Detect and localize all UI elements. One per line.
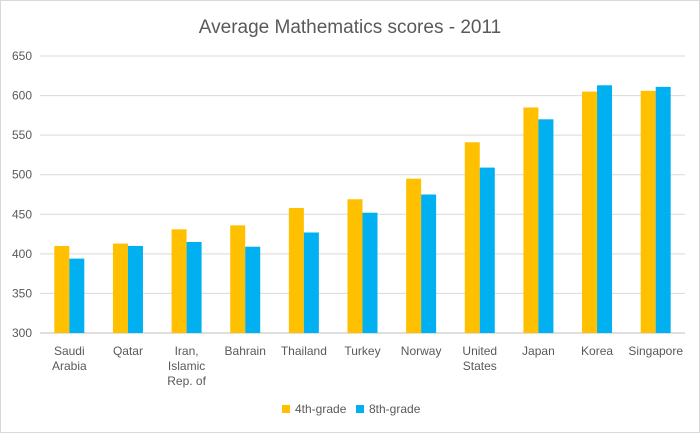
bar-4th-grade-9 bbox=[582, 91, 598, 333]
bar-4th-grade-2 bbox=[171, 229, 187, 333]
bar-8th-grade-5 bbox=[362, 212, 378, 333]
y-tick-label: 600 bbox=[12, 89, 32, 103]
y-tick-label: 400 bbox=[12, 247, 32, 261]
x-tick-label: Norway bbox=[401, 344, 442, 358]
y-tick-label: 500 bbox=[12, 168, 32, 182]
bar-4th-grade-7 bbox=[464, 142, 480, 333]
y-tick-label: 550 bbox=[12, 128, 32, 142]
chart-title: Average Mathematics scores - 2011 bbox=[199, 17, 501, 38]
bar-4th-grade-1 bbox=[112, 243, 128, 333]
x-axis: Saudi Arabia Qatar Iran, Islamic Rep. of Bahra… bbox=[52, 344, 683, 388]
bar-4th-grade-8 bbox=[523, 107, 539, 333]
x-tick-label: Japan bbox=[522, 344, 555, 358]
legend: 4th-grade 8th-grade bbox=[282, 402, 421, 416]
x-tick-label: Thailand bbox=[281, 344, 327, 358]
y-tick-label: 350 bbox=[12, 286, 32, 300]
y-axis: 300 350 400 450 500 550 600 650 bbox=[12, 49, 32, 340]
bar-4th-grade-0 bbox=[54, 245, 70, 333]
x-tick-label: Iran, Islamic Rep. of bbox=[167, 344, 206, 388]
bar-4th-grade-10 bbox=[640, 90, 656, 333]
bar-4th-grade-6 bbox=[406, 178, 422, 333]
bar-8th-grade-9 bbox=[597, 85, 613, 333]
bar-4th-grade-5 bbox=[347, 199, 363, 333]
x-tick-label: Saudi Arabia bbox=[52, 344, 87, 373]
gridlines bbox=[40, 55, 685, 334]
bar-8th-grade-4 bbox=[303, 232, 319, 333]
bar-8th-grade-2 bbox=[186, 241, 202, 333]
bar-8th-grade-0 bbox=[69, 258, 85, 333]
bar-8th-grade-8 bbox=[538, 119, 554, 333]
bar-8th-grade-10 bbox=[655, 86, 671, 333]
bar-8th-grade-6 bbox=[421, 194, 437, 333]
bar-4th-grade-4 bbox=[288, 207, 304, 333]
bars bbox=[54, 85, 671, 333]
x-tick-label: Korea bbox=[581, 344, 613, 358]
x-tick-label: Bahrain bbox=[225, 344, 266, 358]
legend-label-8th-grade: 8th-grade bbox=[369, 402, 421, 416]
bar-4th-grade-3 bbox=[230, 225, 246, 333]
legend-swatch-8th-grade bbox=[356, 405, 364, 413]
x-tick-label: United States bbox=[462, 344, 497, 373]
bar-8th-grade-3 bbox=[245, 246, 261, 333]
y-tick-label: 650 bbox=[12, 49, 32, 63]
y-tick-label: 300 bbox=[12, 326, 32, 340]
bar-8th-grade-1 bbox=[127, 245, 143, 333]
x-tick-label: Qatar bbox=[113, 344, 143, 358]
x-tick-label: Turkey bbox=[344, 344, 380, 358]
y-tick-label: 450 bbox=[12, 207, 32, 221]
legend-swatch-4th-grade bbox=[282, 405, 290, 413]
bar-8th-grade-7 bbox=[479, 167, 495, 333]
legend-label-4th-grade: 4th-grade bbox=[295, 402, 347, 416]
x-tick-label: Singapore bbox=[628, 344, 683, 358]
